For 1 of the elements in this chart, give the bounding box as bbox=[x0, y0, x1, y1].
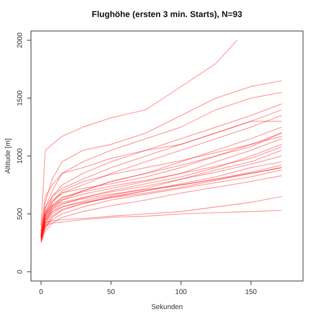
chart-title: Flughöhe (ersten 3 min. Starts), N=93 bbox=[92, 9, 242, 19]
